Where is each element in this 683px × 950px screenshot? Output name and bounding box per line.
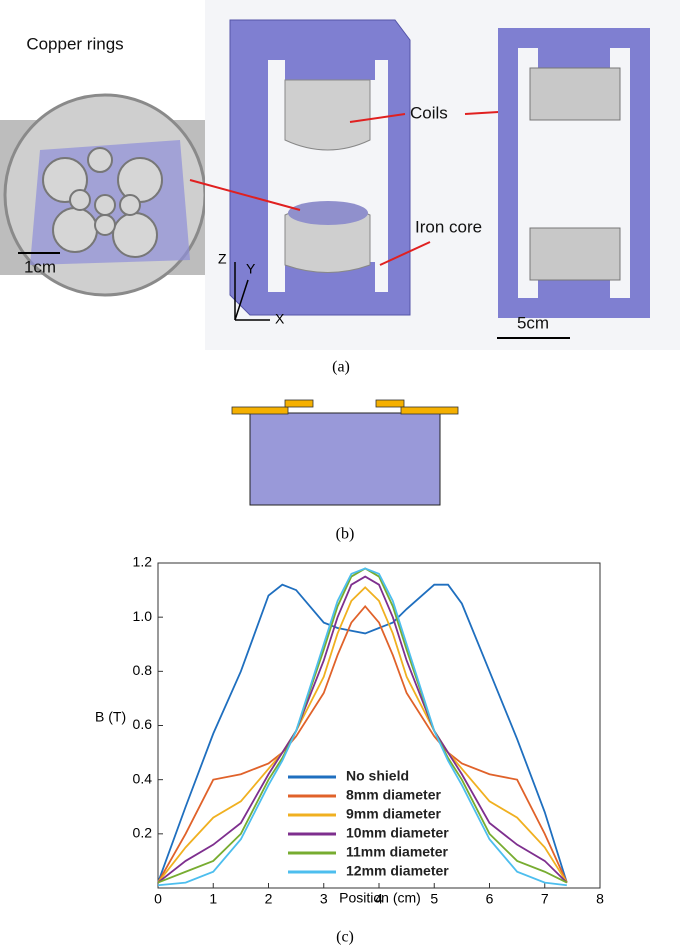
caption: (c) [336,929,354,946]
label: Copper rings [26,34,123,53]
x-tick-label: 8 [596,891,604,907]
axis-label: Z [218,251,227,267]
x-tick-label: 1 [209,891,217,907]
y-tick-label: 0.6 [133,716,153,732]
y-axis-label: B (T) [95,709,126,725]
y-tick-label: 0.2 [133,825,153,841]
legend-label: 12mm diameter [346,863,449,879]
x-tick-label: 5 [430,891,438,907]
copper-strips [232,400,458,414]
caption: (b) [336,526,355,543]
axis-label: X [275,311,285,327]
legend-label: 11mm diameter [346,844,448,860]
legend-label: 9mm diameter [346,806,441,822]
label: Coils [410,103,448,122]
x-tick-label: 0 [154,891,162,907]
core-pole [285,50,375,80]
coil [530,68,620,120]
x-tick-label: 7 [541,891,549,907]
label: Iron core [415,217,482,236]
axis-label: Y [246,261,256,277]
series-line [158,606,567,882]
coil [285,80,370,150]
coil [530,228,620,280]
y-tick-label: 1.0 [133,608,153,624]
x-axis-label: Position (cm) [339,890,421,906]
y-tick-label: 0.8 [133,662,153,678]
core-pole [538,278,610,303]
core-pole [538,28,610,68]
y-tick-label: 0.4 [133,770,153,786]
legend-label: No shield [346,768,409,784]
x-tick-label: 6 [486,891,494,907]
label: 5cm [517,313,549,332]
caption: (a) [332,359,350,376]
x-tick-label: 3 [320,891,328,907]
rings-top [288,201,368,225]
figure: Copper rings 1cm Coils Iron core Z Y X 5… [0,0,683,950]
legend-label: 10mm diameter [346,825,449,841]
label: 1cm [24,257,56,276]
core-block [250,413,440,505]
y-tick-label: 1.2 [133,554,153,570]
legend-label: 8mm diameter [346,787,441,803]
x-tick-label: 2 [265,891,273,907]
